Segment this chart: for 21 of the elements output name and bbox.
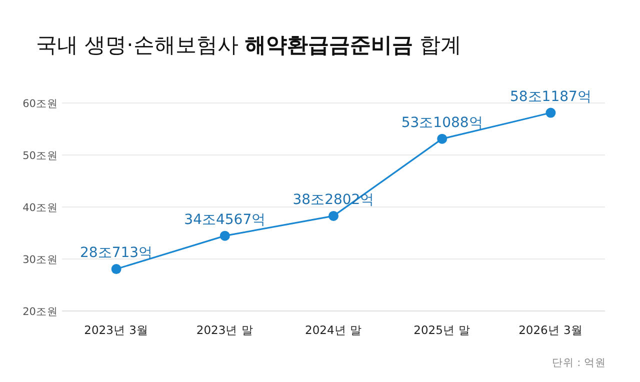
data-label: 28조713억 <box>80 245 153 262</box>
title: 국내 생명·손해보험사 해약환급금준비금 합계 <box>36 33 462 57</box>
x-tick-label: 2023년 말 <box>196 323 254 337</box>
text: 단위 : 억원 <box>552 357 606 369</box>
point <box>111 264 122 274</box>
point <box>546 108 556 118</box>
y-tick-label: 40조원 <box>22 202 58 214</box>
point <box>328 210 338 221</box>
point <box>220 230 230 241</box>
x-tick-label: 2026년 3월 <box>518 323 583 337</box>
y-tick-label: 20조원 <box>22 306 58 318</box>
data-label: 53조1088억 <box>401 114 483 131</box>
y-tick-label: 60조원 <box>22 98 58 110</box>
x-tick-label: 2024년 말 <box>305 323 362 337</box>
data-label: 58조1187억 <box>510 88 592 105</box>
y-tick-label: 50조원 <box>22 150 58 162</box>
x-tick-label: 2025년 말 <box>414 323 471 337</box>
point <box>437 134 448 144</box>
y-tick-label: 30조원 <box>22 254 58 266</box>
data-label: 34조4567억 <box>184 212 266 228</box>
x-tick-label: 2023년 3월 <box>84 323 148 337</box>
